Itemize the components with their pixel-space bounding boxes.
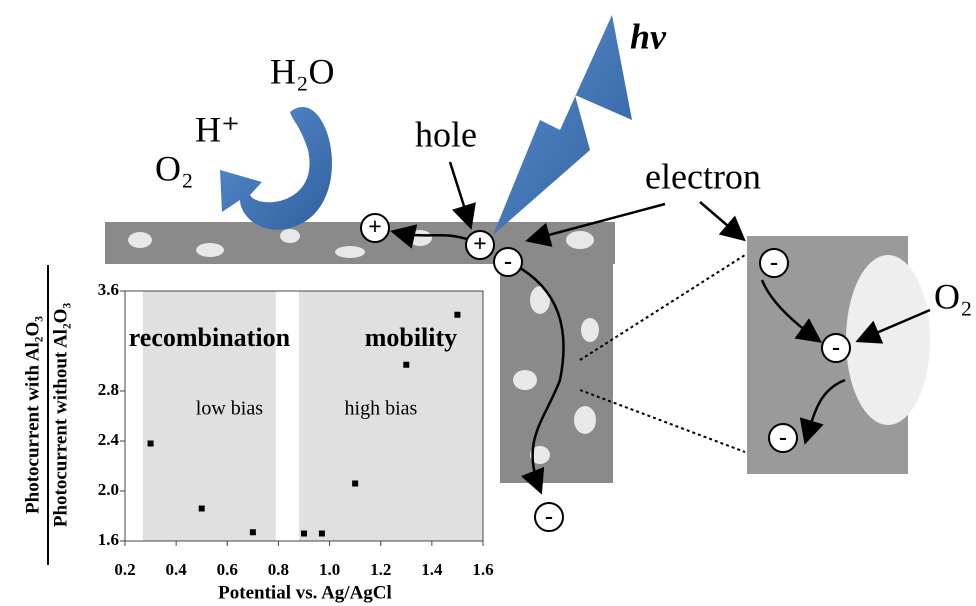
charge-label: - bbox=[770, 250, 778, 276]
x-tick-label: 0.2 bbox=[114, 560, 135, 579]
h2o-label: H₂O bbox=[270, 51, 335, 91]
hplus-label: H⁺ bbox=[195, 109, 240, 149]
y-tick-label: 2.4 bbox=[98, 430, 120, 449]
point bbox=[352, 481, 358, 487]
x-tick-label: 1.6 bbox=[472, 560, 493, 579]
x-tick-label: 1.0 bbox=[319, 560, 340, 579]
region-label: mobility bbox=[365, 323, 457, 352]
electron-label: electron bbox=[645, 156, 761, 196]
charge-label: - bbox=[832, 335, 840, 361]
point bbox=[301, 531, 307, 537]
region-label: recombination bbox=[129, 323, 291, 352]
charge-label: - bbox=[779, 425, 787, 451]
y-tick-label: 2.8 bbox=[98, 380, 119, 399]
hv-label: hv bbox=[630, 16, 667, 56]
x-tick-label: 1.4 bbox=[421, 560, 443, 579]
point bbox=[403, 362, 409, 368]
film-column bbox=[500, 250, 613, 483]
y-tick-label: 1.6 bbox=[98, 530, 119, 549]
x-tick-label: 1.2 bbox=[370, 560, 391, 579]
point bbox=[199, 506, 205, 512]
point bbox=[454, 312, 460, 318]
charge-label: - bbox=[545, 504, 553, 530]
region-sublabel: high bias bbox=[345, 398, 418, 420]
x-axis-label: Potential vs. Ag/AgCl bbox=[218, 582, 392, 603]
charge-label: - bbox=[504, 249, 512, 275]
charge-label: + bbox=[368, 215, 382, 241]
zoom-blob bbox=[846, 255, 930, 425]
o2-label: O₂ bbox=[934, 276, 973, 316]
y-tick-label: 2.0 bbox=[98, 480, 119, 499]
x-tick-label: 0.8 bbox=[268, 560, 289, 579]
hole-label: hole bbox=[415, 114, 477, 154]
x-tick-label: 0.6 bbox=[217, 560, 238, 579]
y-axis-label: Photocurrent with Al₂O₃ bbox=[22, 316, 43, 514]
figure: H₂O H⁺ O₂ hole hv electron O₂ recombinat… bbox=[0, 0, 976, 606]
light-bolt bbox=[493, 15, 632, 235]
charge-label: + bbox=[473, 232, 487, 258]
y-tick-label: 3.6 bbox=[98, 280, 119, 299]
point bbox=[148, 441, 154, 447]
y-axis-label: Photocurrent without Al₂O₃ bbox=[50, 303, 71, 528]
o2-label: O₂ bbox=[155, 148, 194, 188]
x-tick-label: 0.4 bbox=[166, 560, 188, 579]
point bbox=[250, 529, 256, 535]
region-sublabel: low bias bbox=[196, 398, 263, 420]
point bbox=[319, 531, 325, 537]
